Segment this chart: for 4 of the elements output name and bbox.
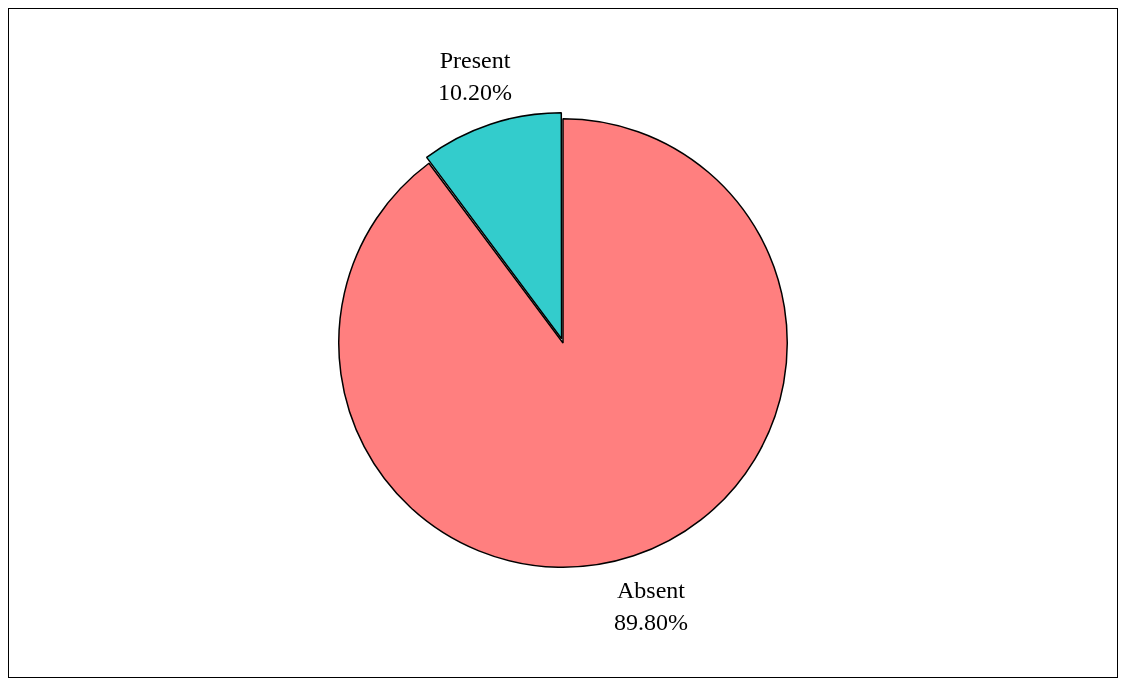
slice-label: Present bbox=[439, 47, 511, 74]
slice-label: Absent bbox=[616, 577, 686, 604]
data-label: 89.80% bbox=[613, 609, 688, 636]
data-label: 10.20% bbox=[438, 79, 513, 106]
